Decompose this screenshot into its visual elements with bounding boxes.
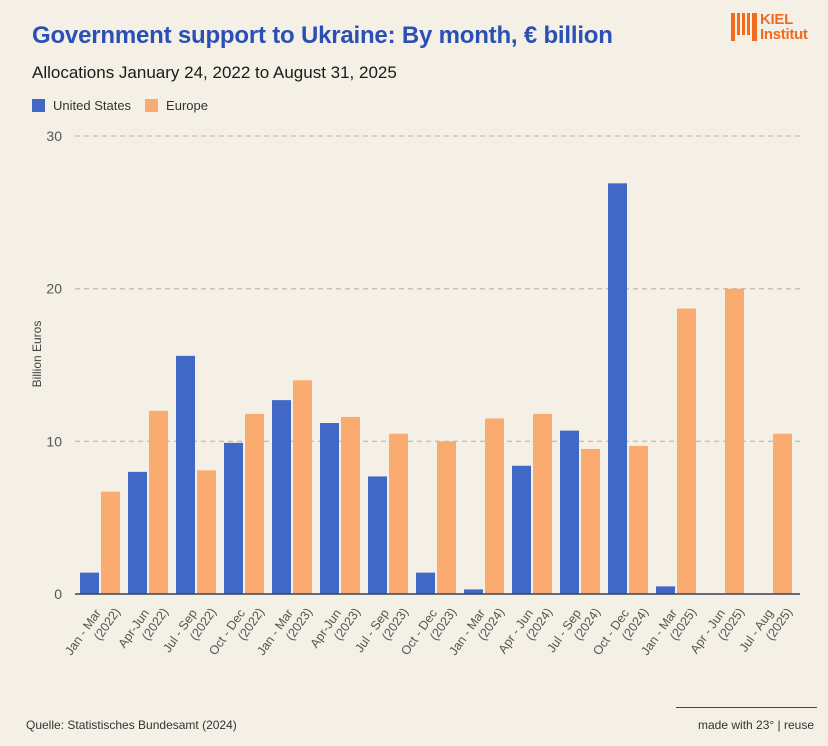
bar-europe	[485, 418, 504, 594]
chart-title: Government support to Ukraine: By month,…	[32, 22, 613, 49]
x-tick-label: Apr - Jun(2024)	[495, 597, 555, 665]
y-tick-label: 20	[46, 281, 62, 297]
bar-united-states	[608, 183, 627, 594]
y-tick-label: 30	[46, 128, 62, 144]
bar-europe	[533, 413, 552, 594]
x-tick-label: Jan - Mar(2022)	[62, 597, 123, 667]
bar-europe	[101, 491, 120, 594]
bar-europe	[437, 441, 456, 594]
bar-europe	[341, 416, 360, 594]
bar-united-states	[176, 355, 195, 594]
bar-united-states	[512, 465, 531, 594]
bar-europe	[149, 410, 168, 594]
bar-united-states	[368, 476, 387, 594]
bar-united-states	[224, 442, 243, 594]
legend-swatch-united-states	[32, 99, 45, 112]
bar-europe	[725, 288, 744, 594]
y-axis-label: Billion Euros	[30, 321, 44, 388]
x-tick-label: Jan - Mar(2025)	[638, 597, 699, 667]
x-tick-label: Jan - Mar(2023)	[254, 597, 315, 667]
logo-text-line1: KIEL	[760, 11, 793, 28]
credit-link[interactable]: made with 23° | reuse	[698, 718, 814, 732]
x-tick-label: Jan - Mar(2024)	[446, 597, 507, 667]
bar-europe	[629, 445, 648, 594]
kiel-institut-logo[interactable]: KIEL Institut	[731, 12, 808, 42]
bar-europe	[293, 380, 312, 594]
x-tick-label: Jul - Aug(2025)	[737, 597, 796, 663]
legend-swatch-europe	[145, 99, 159, 112]
source-note: Quelle: Statistisches Bundesamt (2024)	[26, 718, 237, 732]
bar-united-states	[656, 586, 675, 594]
legend-item-united-states[interactable]: United States	[32, 98, 131, 113]
legend-label-europe: Europe	[166, 98, 208, 113]
bar-europe	[197, 470, 216, 594]
bar-united-states	[80, 572, 99, 594]
x-tick-label: Oct - Dec(2024)	[590, 597, 651, 667]
x-tick-label: Oct - Dec(2023)	[398, 597, 459, 667]
bar-europe	[677, 308, 696, 594]
bar-europe	[581, 448, 600, 594]
bar-europe	[773, 433, 792, 594]
bar-united-states	[128, 471, 147, 594]
bar-united-states	[320, 423, 339, 594]
bar-europe	[245, 413, 264, 594]
bar-europe	[389, 433, 408, 594]
x-tick-label: Apr - Jun(2025)	[687, 597, 747, 665]
bar-united-states	[464, 589, 483, 594]
logo-mark-icon	[731, 13, 757, 41]
y-tick-label: 0	[54, 586, 62, 602]
legend: United States Europe	[32, 98, 222, 113]
x-tick-label: Oct - Dec(2022)	[206, 597, 267, 667]
footer-divider	[676, 707, 817, 708]
logo-text-line2: Institut	[760, 26, 808, 43]
chart-subtitle: Allocations January 24, 2022 to August 3…	[32, 63, 397, 82]
bar-united-states	[416, 572, 435, 594]
bar-united-states	[560, 430, 579, 594]
legend-item-europe[interactable]: Europe	[145, 98, 208, 113]
legend-label-united-states: United States	[53, 98, 132, 113]
y-tick-label: 10	[46, 433, 62, 449]
bar-united-states	[272, 400, 291, 594]
